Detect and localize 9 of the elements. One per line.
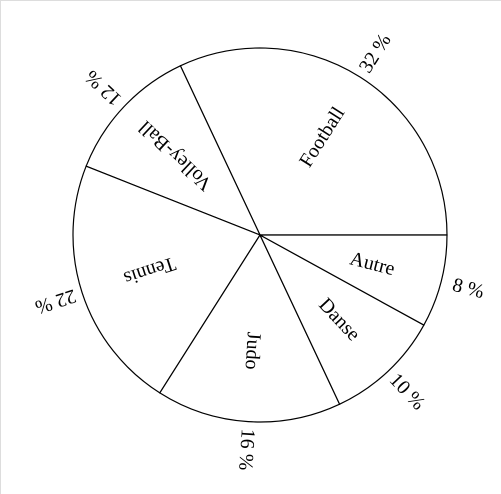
data-label: 16 % <box>234 428 259 472</box>
slice-label: Judo <box>240 331 265 370</box>
slice-label: Autre <box>348 248 398 280</box>
data-label: 32 % <box>354 30 396 77</box>
data-label: 10 % <box>384 369 430 414</box>
data-label: 8 % <box>450 274 486 304</box>
data-label: 22 % <box>32 284 79 318</box>
data-label: 12 % <box>80 66 126 110</box>
slice-label: Tennis <box>120 252 178 290</box>
